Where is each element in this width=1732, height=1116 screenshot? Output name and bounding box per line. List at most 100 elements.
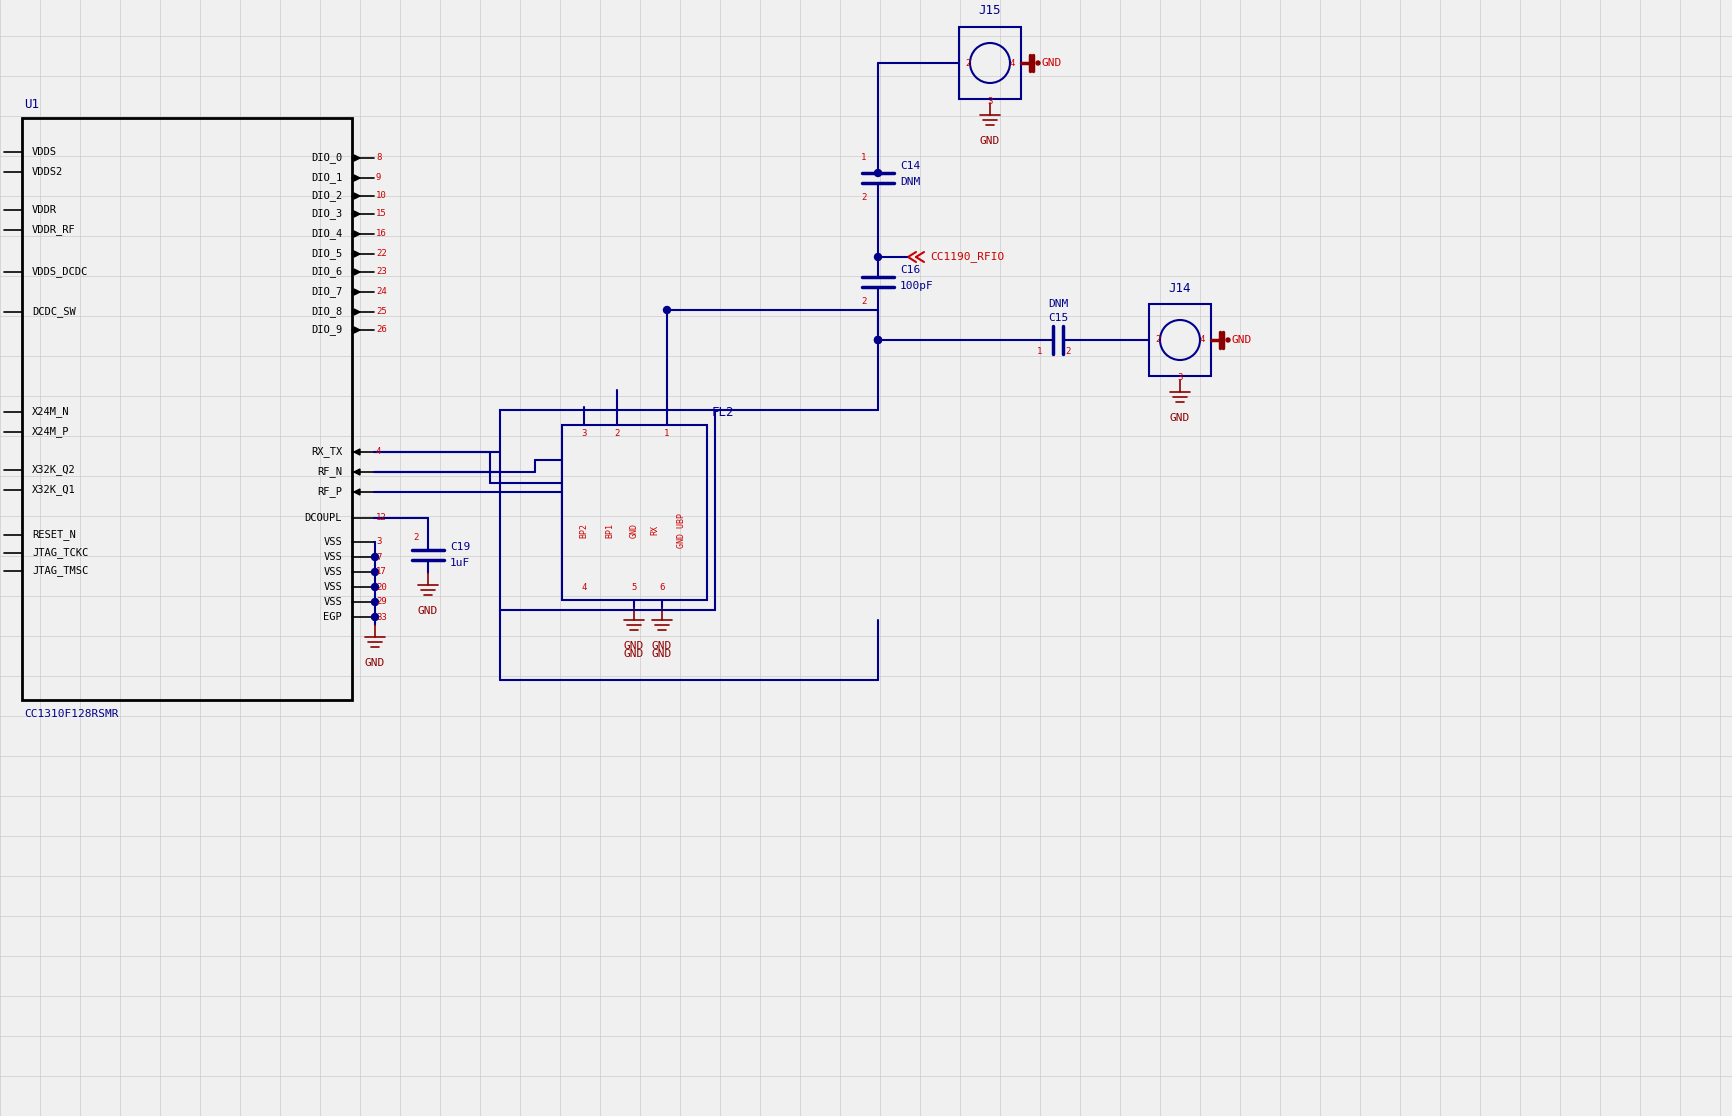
Text: 1: 1	[1037, 347, 1043, 356]
Text: VSS: VSS	[324, 567, 341, 577]
Text: 5: 5	[630, 583, 637, 591]
Text: DCDC_SW: DCDC_SW	[31, 307, 76, 317]
Text: DIO_3: DIO_3	[310, 209, 341, 220]
Text: 1: 1	[665, 429, 670, 437]
Text: BP2: BP2	[580, 522, 589, 538]
Text: GND: GND	[417, 606, 438, 616]
Text: DIO_1: DIO_1	[310, 173, 341, 183]
Text: VSS: VSS	[324, 597, 341, 607]
Text: VDDS: VDDS	[31, 147, 57, 157]
Text: 4: 4	[1199, 336, 1205, 345]
Text: 7: 7	[376, 552, 381, 561]
Text: DIO_2: DIO_2	[310, 191, 341, 202]
Text: X32K_Q2: X32K_Q2	[31, 464, 76, 475]
Text: DIO_8: DIO_8	[310, 307, 341, 317]
Text: 2: 2	[861, 193, 866, 202]
Text: VDDS2: VDDS2	[31, 167, 64, 177]
Text: VSS: VSS	[324, 583, 341, 591]
Text: GND: GND	[1169, 413, 1190, 423]
Text: VDDR_RF: VDDR_RF	[31, 224, 76, 235]
Text: 17: 17	[376, 568, 386, 577]
Text: 33: 33	[376, 613, 386, 622]
Text: 15: 15	[376, 210, 386, 219]
Text: 3: 3	[582, 429, 587, 437]
Polygon shape	[353, 251, 360, 257]
Text: BP1: BP1	[606, 522, 615, 538]
Text: GND: GND	[1043, 58, 1062, 68]
Circle shape	[1226, 338, 1230, 341]
Polygon shape	[353, 289, 360, 295]
Text: EGP: EGP	[324, 612, 341, 622]
Text: U1: U1	[24, 97, 40, 110]
Text: 2: 2	[965, 58, 970, 67]
Text: 4: 4	[1010, 58, 1015, 67]
Polygon shape	[353, 231, 360, 237]
Text: 25: 25	[376, 308, 386, 317]
Text: 3: 3	[987, 96, 992, 106]
Text: 10: 10	[376, 192, 386, 201]
Polygon shape	[353, 469, 360, 475]
Text: DIO_5: DIO_5	[310, 249, 341, 259]
Text: RX_TX: RX_TX	[310, 446, 341, 458]
Text: 4: 4	[582, 583, 587, 591]
Text: DIO_9: DIO_9	[310, 325, 341, 336]
Text: 2: 2	[861, 298, 866, 307]
Text: 29: 29	[376, 597, 386, 606]
Text: GND: GND	[651, 641, 672, 651]
Circle shape	[371, 584, 379, 590]
Text: J15: J15	[979, 4, 1001, 18]
Text: GND: GND	[365, 658, 385, 668]
Text: GND: GND	[629, 522, 639, 538]
Bar	[501, 410, 715, 610]
Text: RF_N: RF_N	[317, 466, 341, 478]
Text: RESET_N: RESET_N	[31, 530, 76, 540]
Text: 1: 1	[861, 154, 866, 163]
Text: GND: GND	[624, 641, 644, 651]
Circle shape	[875, 170, 882, 176]
Text: CC1310F128RSMR: CC1310F128RSMR	[24, 709, 118, 719]
Text: 20: 20	[376, 583, 386, 591]
Text: 2: 2	[615, 429, 620, 437]
Text: DNM: DNM	[901, 177, 920, 187]
Text: DNM: DNM	[1048, 299, 1069, 309]
Text: GND: GND	[980, 136, 999, 146]
Text: VDDR: VDDR	[31, 205, 57, 215]
Polygon shape	[353, 175, 360, 181]
Polygon shape	[353, 211, 360, 217]
Text: VSS: VSS	[324, 552, 341, 562]
Text: 12: 12	[376, 513, 386, 522]
Text: 2: 2	[1155, 336, 1160, 345]
Polygon shape	[353, 489, 360, 496]
Text: X24M_N: X24M_N	[31, 406, 69, 417]
Text: J14: J14	[1169, 281, 1192, 295]
Text: 26: 26	[376, 326, 386, 335]
Text: 8: 8	[376, 154, 381, 163]
Text: C19: C19	[450, 542, 471, 552]
Text: 3: 3	[376, 538, 381, 547]
Bar	[561, 425, 707, 600]
Text: C16: C16	[901, 264, 920, 275]
Text: 22: 22	[376, 250, 386, 259]
Text: DIO_7: DIO_7	[310, 287, 341, 298]
Text: 24: 24	[376, 288, 386, 297]
Bar	[1148, 304, 1211, 376]
Text: X24M_P: X24M_P	[31, 426, 69, 437]
Text: 3: 3	[1178, 374, 1183, 383]
Text: GND: GND	[651, 650, 672, 660]
Circle shape	[875, 337, 882, 344]
Polygon shape	[353, 309, 360, 315]
Circle shape	[1036, 61, 1039, 65]
Circle shape	[371, 598, 379, 606]
Text: DIO_6: DIO_6	[310, 267, 341, 278]
Text: 1uF: 1uF	[450, 558, 471, 568]
Text: GND: GND	[624, 650, 644, 660]
Circle shape	[875, 337, 882, 344]
Polygon shape	[353, 327, 360, 333]
Text: DCOUPL: DCOUPL	[305, 513, 341, 523]
Text: 4: 4	[376, 448, 381, 456]
Text: GND: GND	[1231, 335, 1252, 345]
Text: RX: RX	[651, 525, 660, 535]
Polygon shape	[353, 193, 360, 199]
Circle shape	[663, 307, 670, 314]
Polygon shape	[353, 155, 360, 161]
